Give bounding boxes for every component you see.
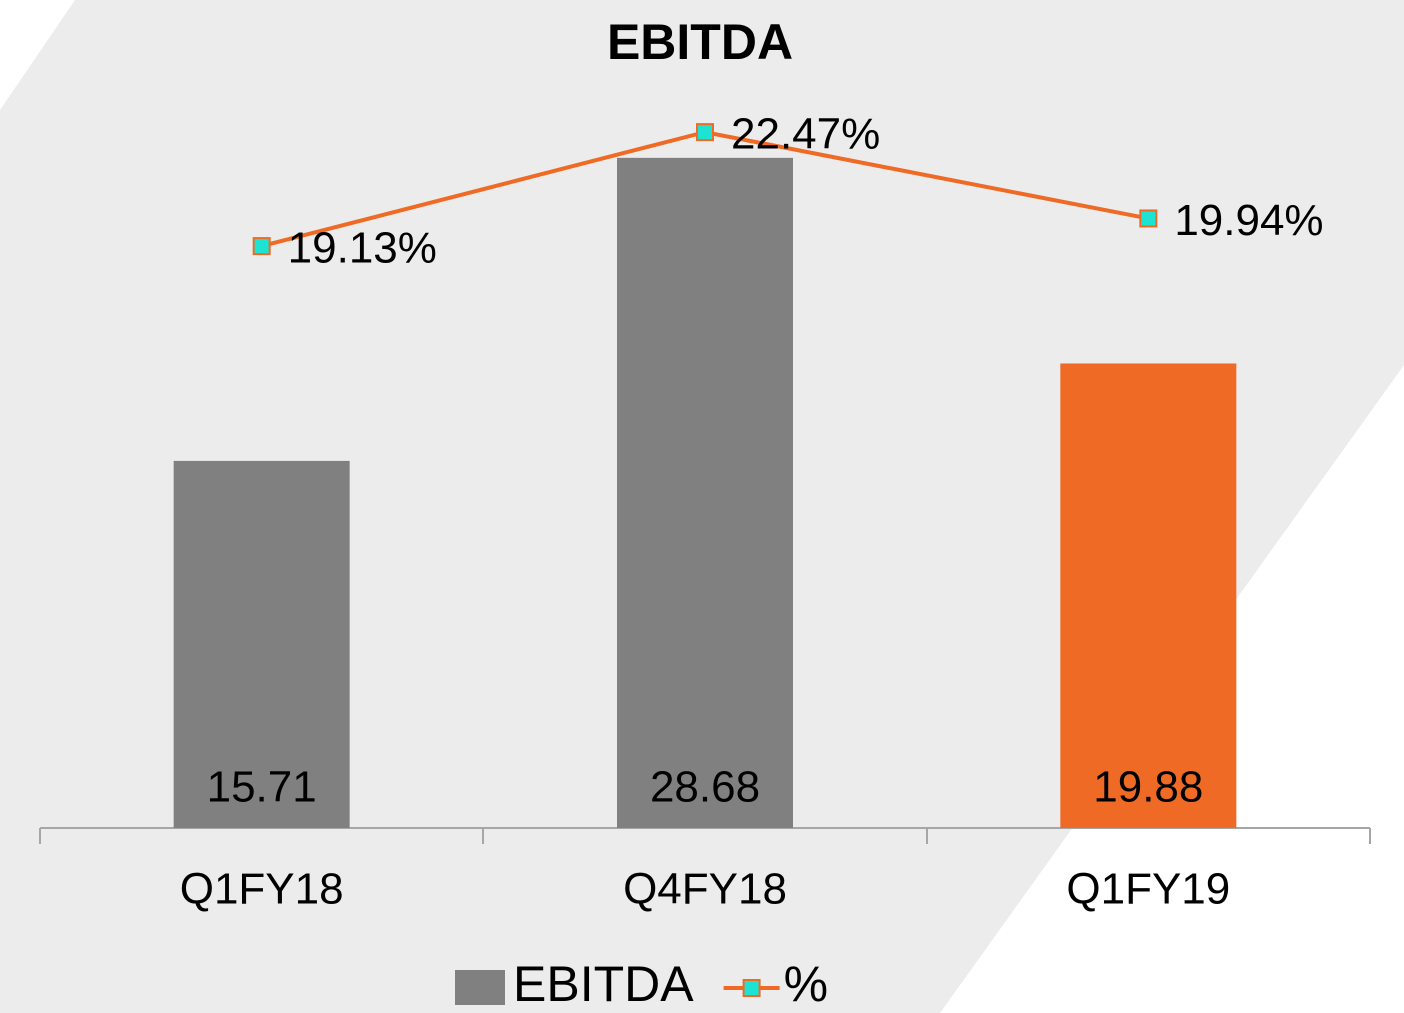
x-tick-label: Q1FY18 — [180, 865, 344, 914]
marker — [1139, 209, 1158, 228]
chart-title: EBITDA — [607, 14, 793, 70]
marker — [696, 123, 714, 142]
data-label: 19.88 — [1093, 763, 1203, 812]
data-label: 28.68 — [650, 763, 760, 812]
bar — [173, 460, 350, 828]
data-label: 22.47% — [731, 110, 880, 159]
legend-label: % — [784, 956, 828, 1012]
bar — [1060, 363, 1237, 828]
bar — [617, 157, 793, 828]
x-tick-label: Q1FY19 — [1066, 865, 1230, 914]
data-label: 19.13% — [288, 224, 437, 273]
data-label: 19.94% — [1174, 196, 1323, 245]
data-label: 15.71 — [207, 763, 317, 812]
legend-marker — [742, 979, 761, 997]
marker — [252, 237, 271, 256]
x-tick-label: Q4FY18 — [623, 865, 787, 914]
legend-swatch — [455, 970, 505, 1005]
legend-label: EBITDA — [513, 956, 694, 1012]
